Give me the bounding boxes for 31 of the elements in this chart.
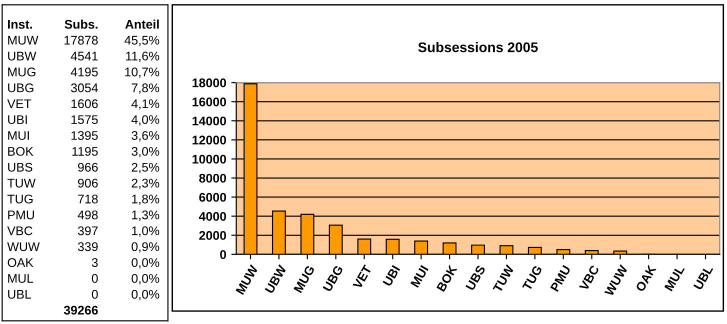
x-tick-label: UBI (382, 265, 400, 287)
y-tick-label: 10000 (192, 154, 226, 164)
y-tick-label: 12000 (192, 136, 226, 145)
text: TUW 906 2,3% (7, 178, 160, 190)
y-tick-label: 4000 (198, 212, 226, 221)
text: UBL 0 0,0% (8, 290, 160, 300)
text: UBI 1575 4,0% (8, 115, 160, 126)
text: MUW 17878 45,5% (8, 36, 160, 46)
text: VBC 397 1,0% (7, 226, 160, 237)
text: UBG 3054 7,8% (8, 83, 160, 94)
text: 39266 (64, 306, 98, 315)
y-tick-label: 16000 (192, 98, 226, 106)
y-tick-label: 0 (220, 250, 226, 259)
text: OAK 3 0,0% (8, 258, 160, 268)
text: UBS 966 2,5% (8, 162, 160, 174)
text: PMU 498 1,3% (8, 210, 160, 221)
y-tick-label: 6000 (199, 192, 226, 202)
text: VET 1606 4,1% (7, 99, 160, 110)
text: WUW 339 0,9% (7, 242, 160, 253)
text: UBW 4541 11,6% (8, 52, 160, 62)
text: MUG 4195 10,7% (8, 68, 160, 78)
chart-title: Subsessions 2005 (418, 42, 538, 52)
y-tick-label: 2000 (199, 231, 226, 240)
text: Inst. Subs. Anteil (8, 20, 159, 29)
text: TUG 718 1,8% (7, 194, 160, 205)
y-tick-label: 14000 (192, 116, 226, 126)
text: MUI 1395 3,6% (8, 131, 160, 142)
text: MUL 0 0,0% (8, 274, 160, 284)
text: BOK 1195 3,0% (8, 146, 160, 158)
y-tick-label: 8000 (199, 174, 226, 183)
y-tick-label: 18000 (192, 78, 226, 88)
